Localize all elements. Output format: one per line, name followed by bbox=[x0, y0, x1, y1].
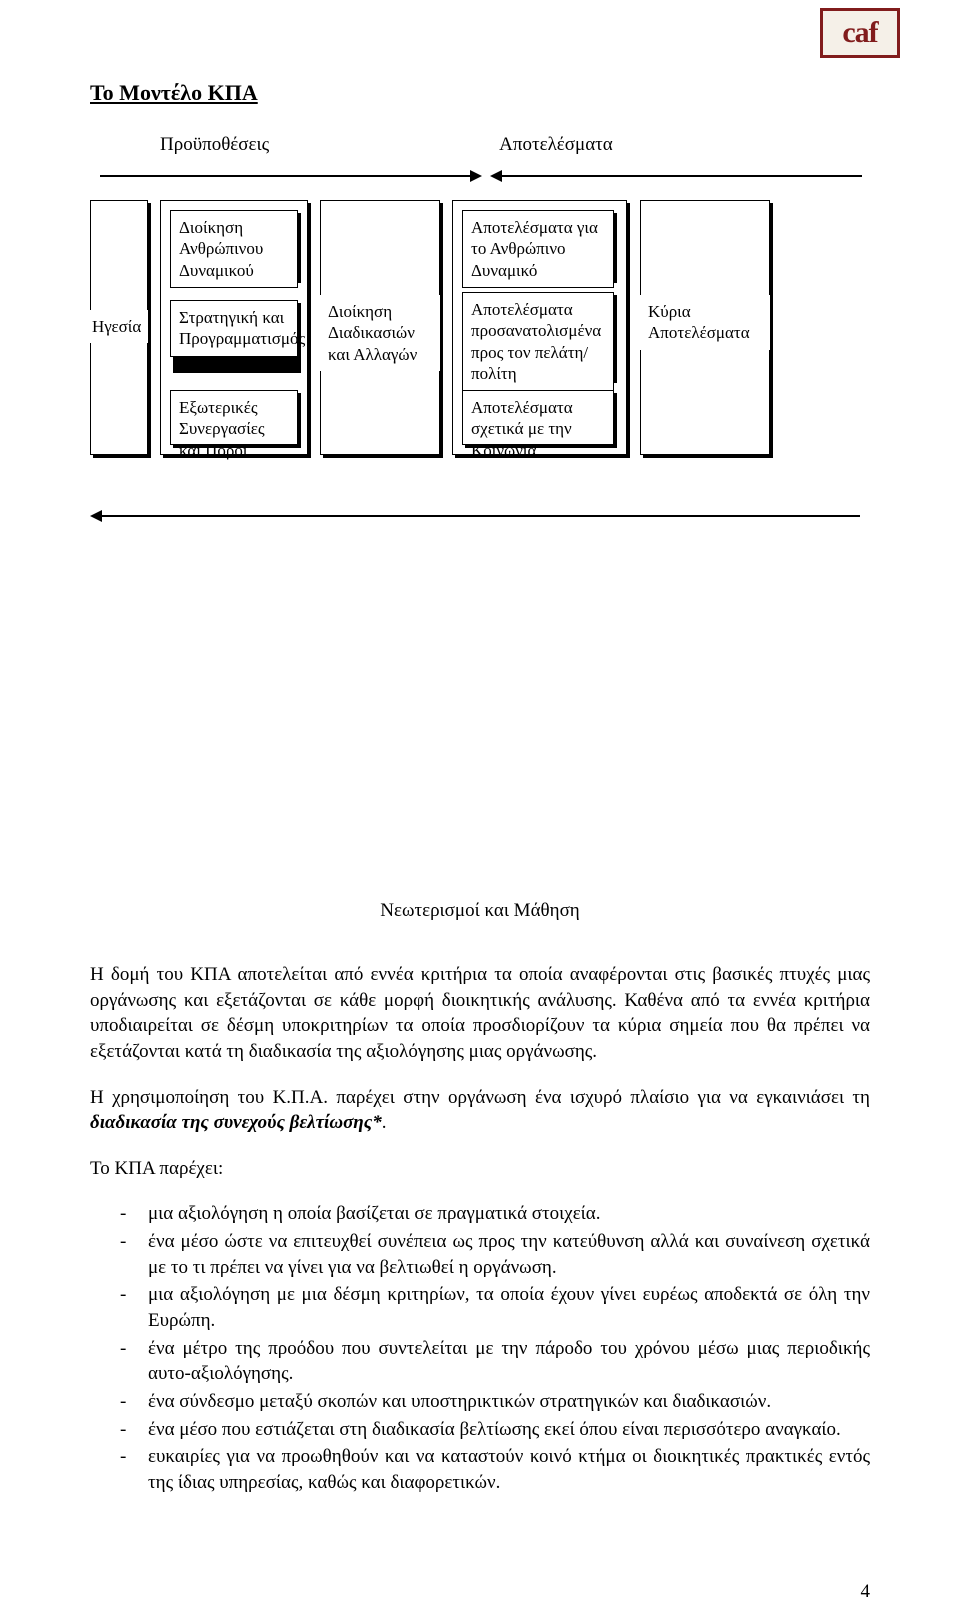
diagram-footer-label: Νεωτερισμοί και Μάθηση bbox=[90, 900, 870, 922]
list-item: μια αξιολόγηση με μια δέσμη κριτηρίων, τ… bbox=[120, 1282, 870, 1333]
diagram-header-right: Αποτελέσματα bbox=[499, 134, 613, 156]
model-diagram: Ηγεσία Διοίκηση Ανθρώπινου Δυναμικού Στρ… bbox=[90, 170, 870, 530]
paragraph-3: Το ΚΠΑ παρέχει: bbox=[90, 1156, 870, 1182]
box-strategy: Στρατηγική και Προγραμματισμός bbox=[170, 300, 298, 357]
page-container: caf Το Μοντέλο ΚΠΑ Προϋποθέσεις Αποτελέσ… bbox=[0, 0, 960, 1623]
p2-prefix: Η χρησιμοποίηση του Κ.Π.Α. παρέχει στην … bbox=[90, 1087, 870, 1108]
box-results-hr: Αποτελέσματα για το Ανθρώπινο Δυναμικό bbox=[462, 210, 614, 288]
diagram-headers: Προϋποθέσεις Αποτελέσματα bbox=[90, 134, 870, 156]
box-processes: Διοίκηση Διαδικασιών και Αλλαγών bbox=[320, 295, 440, 371]
list-item: ένα μέσο που εστιάζεται στη διαδικασία β… bbox=[120, 1417, 870, 1443]
p2-suffix: . bbox=[382, 1112, 387, 1133]
box-key-results: Κύρια Αποτελέσματα bbox=[640, 295, 770, 350]
page-title: Το Μοντέλο ΚΠΑ bbox=[90, 80, 870, 106]
body-text: Η δομή του ΚΠΑ αποτελείται από εννέα κρι… bbox=[90, 962, 870, 1496]
page-number: 4 bbox=[861, 1581, 871, 1603]
caf-logo-text: caf bbox=[842, 16, 877, 50]
box-hr: Διοίκηση Ανθρώπινου Δυναμικού bbox=[170, 210, 298, 288]
box-results-society: Αποτελέσματα σχετικά με την Κοινωνία bbox=[462, 390, 614, 445]
box-leadership: Ηγεσία bbox=[90, 310, 148, 343]
caf-logo: caf bbox=[820, 8, 900, 58]
diagram-header-left: Προϋποθέσεις bbox=[160, 134, 269, 156]
bullet-list: μια αξιολόγηση η οποία βασίζεται σε πραγ… bbox=[120, 1201, 870, 1495]
box-partnerships: Εξωτερικές Συνεργασίες και Πόροι bbox=[170, 390, 298, 445]
list-item: μια αξιολόγηση η οποία βασίζεται σε πραγ… bbox=[120, 1201, 870, 1227]
list-item: ένα μέσο ώστε να επιτευχθεί συνέπεια ως … bbox=[120, 1229, 870, 1280]
p2-emphasis: διαδικασία της συνεχούς βελτίωσης* bbox=[90, 1112, 382, 1133]
paragraph-2: Η χρησιμοποίηση του Κ.Π.Α. παρέχει στην … bbox=[90, 1085, 870, 1136]
box-results-customer: Αποτελέσματα προσανατολισμένα προς τον π… bbox=[462, 292, 614, 391]
list-item: ευκαιρίες για να προωθηθούν και να κατασ… bbox=[120, 1444, 870, 1495]
list-item: ένα σύνδεσμο μεταξύ σκοπών και υποστηρικ… bbox=[120, 1389, 870, 1415]
top-arrow-row bbox=[90, 170, 870, 182]
bottom-arrow bbox=[90, 510, 870, 528]
list-item: ένα μέτρο της προόδου που συντελείται με… bbox=[120, 1336, 870, 1387]
paragraph-1: Η δομή του ΚΠΑ αποτελείται από εννέα κρι… bbox=[90, 962, 870, 1065]
